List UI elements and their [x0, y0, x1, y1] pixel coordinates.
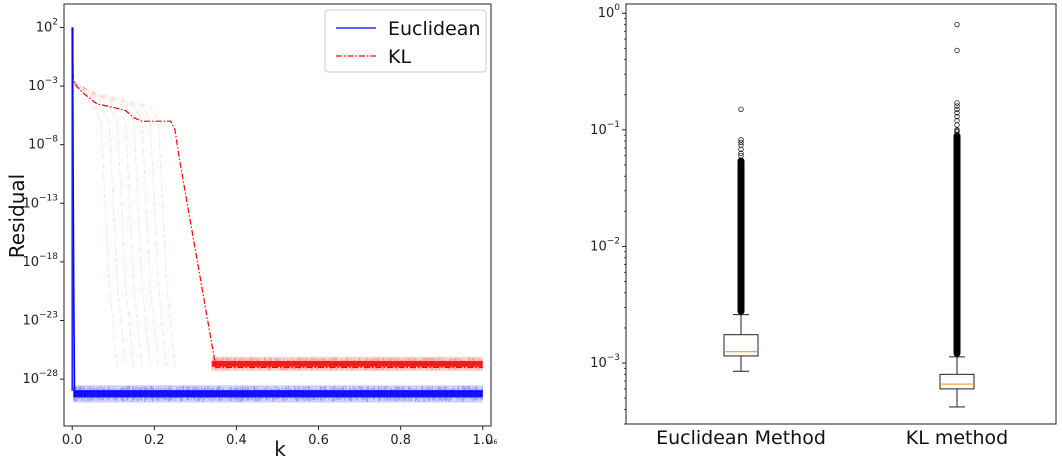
box-y-tick-label: 10−3 [590, 353, 620, 371]
ghost-run [73, 82, 151, 368]
outlier-point [738, 150, 744, 156]
box-y-tick-label: 100 [598, 3, 621, 21]
iqr-box [939, 373, 975, 390]
outlier-point [954, 129, 960, 135]
x-axis-label: k [274, 437, 286, 461]
y-tick-label: 10−13 [22, 193, 58, 211]
line-chart: 0.0 0.2 0.4 0.6 0.8 1.0 102 10−3 10−8 10−13 10−18… [5, 3, 498, 461]
outlier-point [738, 137, 744, 143]
box-euclidean [723, 106, 759, 372]
ghost-run [73, 82, 143, 368]
y-axis-label: Residual [5, 174, 29, 258]
euclidean-initial-spike [71, 27, 74, 391]
y-tick-label: 10−23 [22, 311, 58, 329]
legend-box [324, 9, 487, 73]
x-scale-note: 1e6 [486, 439, 498, 446]
noise-bands [73, 356, 483, 403]
y-tick-label: 10−18 [22, 252, 58, 270]
dense-outliers [953, 132, 961, 357]
iqr-box [723, 334, 759, 357]
x-axis-ticks: 0.0 0.2 0.4 0.6 0.8 1.0 [62, 426, 493, 448]
outlier-point [954, 106, 960, 113]
legend: Euclidean KL [324, 9, 487, 73]
outlier-point [954, 21, 960, 28]
outlier-point [738, 153, 744, 159]
ghost-run [73, 82, 168, 368]
line-chart-frame [63, 3, 492, 427]
outlier-point [954, 110, 960, 116]
series-lines [71, 27, 483, 392]
box-y-axis-ticks: 100 10−1 10−2 10−3 [590, 3, 626, 425]
x-tick-label: 0.4 [226, 433, 247, 448]
x-tick-label: 0.0 [62, 433, 83, 448]
y-axis-ticks: 102 10−3 10−8 10−13 10−18 10−23 10−28 [22, 17, 64, 387]
outlier-point [738, 106, 744, 113]
legend-euclidean-label: Euclidean [388, 18, 481, 40]
x-tick-label: 0.8 [390, 433, 411, 448]
box-y-tick-label: 10−2 [590, 236, 620, 254]
noise-band-texture [211, 357, 483, 371]
ghost-run [73, 82, 159, 368]
x-tick-label: 1.0 [472, 433, 493, 448]
y-tick-label: 10−3 [28, 76, 58, 94]
x-tick-label: 0.2 [144, 433, 165, 448]
ghost-runs [73, 82, 176, 368]
ghost-run [73, 82, 118, 368]
y-tick-label: 10−28 [22, 369, 58, 387]
box-y-tick-label: 10−1 [590, 120, 620, 138]
box-category-euclidean: Euclidean Method [656, 427, 826, 449]
box-category-kl: KL method [906, 427, 1008, 449]
x-tick-label: 0.6 [308, 433, 329, 448]
boxes [723, 21, 975, 408]
outlier-point [738, 139, 744, 146]
ghost-run [73, 82, 176, 368]
y-tick-label: 102 [36, 17, 58, 35]
box-chart-frame [625, 3, 1057, 425]
ghost-run [73, 82, 135, 368]
outlier-point [954, 113, 960, 120]
outlier-point [738, 146, 744, 153]
noise-band-core [73, 390, 483, 398]
series-kl-line [71, 27, 483, 368]
series-euclidean-line [71, 27, 483, 392]
legend-kl-label: KL [388, 46, 411, 68]
outlier-point [954, 103, 960, 109]
box-kl [939, 21, 975, 408]
y-tick-label: 10−8 [28, 135, 58, 153]
ghost-run [73, 82, 127, 368]
outlier-point [954, 122, 960, 128]
noise-band-texture [73, 385, 483, 402]
box-chart: 100 10−1 10−2 10−3 Euclidean Method KL meth… [590, 3, 1057, 449]
outlier-point [954, 47, 960, 54]
outlier-point [954, 100, 960, 106]
dense-outliers [737, 157, 745, 315]
